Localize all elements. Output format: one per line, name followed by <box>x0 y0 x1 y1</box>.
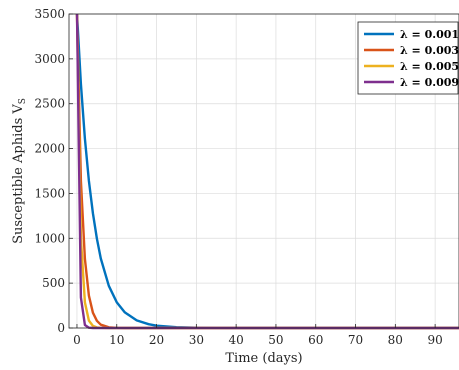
x-tick-label: 10 <box>109 333 124 347</box>
legend-label-2: λ = 0.003 <box>400 44 459 57</box>
x-tick-label: 60 <box>308 333 323 347</box>
x-tick-label: 90 <box>427 333 442 347</box>
x-tick-label: 80 <box>388 333 403 347</box>
x-tick-label: 50 <box>268 333 283 347</box>
y-tick-label: 1000 <box>34 231 65 245</box>
x-tick-label: 70 <box>348 333 363 347</box>
legend-label-4: λ = 0.009 <box>400 76 459 89</box>
legend: λ = 0.001 λ = 0.003 λ = 0.005 λ = 0.009 <box>357 21 459 95</box>
y-tick-label: 1500 <box>34 186 65 200</box>
y-axis-label-subscript: S <box>18 98 28 104</box>
y-axis-label: Susceptible Aphids VS <box>11 98 28 244</box>
y-tick-label: 3000 <box>34 52 65 66</box>
y-tick-label: 2500 <box>34 97 65 111</box>
y-tick-label: 3500 <box>34 7 65 21</box>
y-axis-ticks: 0 500 1000 1500 2000 2500 3000 3500 <box>34 7 73 335</box>
x-tick-label: 0 <box>73 333 81 347</box>
x-axis-ticks: 0 10 20 30 40 50 60 70 80 90 <box>73 324 443 347</box>
legend-label-3: λ = 0.005 <box>400 60 459 73</box>
x-axis-label: Time (days) <box>225 351 302 366</box>
y-tick-label: 0 <box>57 321 65 335</box>
legend-label-1: λ = 0.001 <box>400 28 459 41</box>
y-axis-label-main: Susceptible Aphids V <box>11 104 26 244</box>
plot-frame <box>68 13 459 329</box>
x-tick-label: 40 <box>229 333 244 347</box>
x-tick-label: 20 <box>149 333 164 347</box>
y-tick-label: 500 <box>42 276 65 290</box>
x-tick-label: 30 <box>189 333 204 347</box>
y-tick-label: 2000 <box>34 142 65 156</box>
